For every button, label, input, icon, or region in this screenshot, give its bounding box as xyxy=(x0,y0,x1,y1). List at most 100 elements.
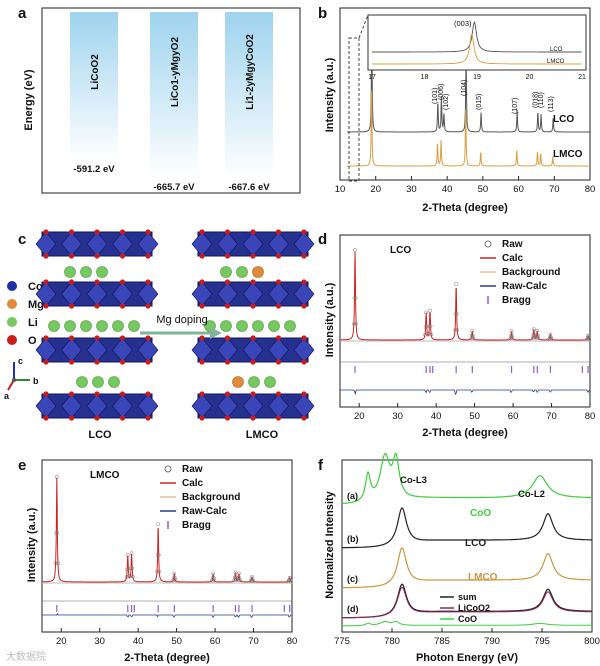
legend-label-li: Li xyxy=(28,317,38,329)
panelD-tick-label-0: 20 xyxy=(354,411,365,422)
panel-b-tick-label-1: 20 xyxy=(370,184,381,195)
li-atom-lmco xyxy=(237,267,248,278)
o-atom xyxy=(120,279,125,284)
panel-e-ylabel: Intensity (a.u.) xyxy=(26,507,38,582)
panelE-tick-label-6: 80 xyxy=(287,636,298,647)
o-atom xyxy=(199,229,204,234)
panel-f-sub-legend-label-1: LiCoO2 xyxy=(458,603,490,613)
o-atom xyxy=(94,279,99,284)
o-atom xyxy=(43,279,48,284)
panelE-tick-label-1: 30 xyxy=(94,636,105,647)
panel-b-peak-label-2: (102) xyxy=(443,94,450,110)
panel-b-xlabel: 2-Theta (degree) xyxy=(422,202,508,214)
li-atom-lmco xyxy=(237,321,248,332)
o-atom xyxy=(301,415,306,420)
panel-b-tick-label-7: 80 xyxy=(585,184,596,195)
o-atom xyxy=(276,229,281,234)
panel-b-series-label-lmco: LMCO xyxy=(553,149,583,160)
panel-d-ylabel: Intensity (a.u.) xyxy=(324,282,336,357)
panel-f-tag-3: (d) xyxy=(347,604,359,614)
panelE-tick-label-2: 40 xyxy=(133,636,144,647)
panel-b-tick-label-6: 70 xyxy=(549,184,560,195)
o-atom xyxy=(199,335,204,340)
panel-b-tick-label-5: 60 xyxy=(513,184,524,195)
panelE-tick-label-3: 50 xyxy=(171,636,182,647)
panel-f-tag-1: (b) xyxy=(347,534,359,544)
legend-label-o: O xyxy=(28,335,37,347)
co-layer-lmco-3 xyxy=(192,391,314,420)
panel-f-tag-0: (a) xyxy=(347,491,358,501)
panelD-tick-label-1: 30 xyxy=(392,411,403,422)
panel-b-inset-tick-1: 18 xyxy=(421,74,429,81)
figure: a b c d e f Energy (eV) LiCoO2-591.2 eVL… xyxy=(0,0,600,666)
panel-b-peak-label-4: (015) xyxy=(476,94,483,110)
o-atom xyxy=(199,253,204,258)
li-atom-lco xyxy=(93,377,104,388)
panel-e-xlabel: 2-Theta (degree) xyxy=(124,652,210,664)
o-atom xyxy=(301,303,306,308)
panel-b-ticks: 10 20 30 40 50 60 70 80 xyxy=(335,176,596,195)
o-atom xyxy=(250,359,255,364)
co-layer-lmco-1 xyxy=(192,279,314,308)
o-atom xyxy=(276,279,281,284)
o-atom xyxy=(43,303,48,308)
o-atom xyxy=(276,335,281,340)
panel-f-series-lmco xyxy=(342,548,592,588)
o-atom xyxy=(199,279,204,284)
mg-atom-lmco xyxy=(253,267,264,278)
co-layer-lco-3 xyxy=(36,391,158,420)
panelD-legend-label-0: Raw xyxy=(502,239,523,250)
panel-f-plot: 775 780 785 790 795 800(a)CoO(b) LCO(c) LMCO(d)… xyxy=(334,454,600,648)
o-atom xyxy=(120,391,125,396)
o-atom xyxy=(94,391,99,396)
panelD-raw-point xyxy=(353,248,356,251)
panel-f-tick-label-0: 775 xyxy=(334,636,350,647)
o-atom xyxy=(94,303,99,308)
o-atom xyxy=(145,303,150,308)
panel-d-xlabel: 2-Theta (degree) xyxy=(422,427,508,439)
o-atom xyxy=(120,359,125,364)
panelE-legend-label-3: Raw-Calc xyxy=(182,506,227,517)
o-atom xyxy=(250,303,255,308)
panel-d: Intensity (a.u.) 2-Theta (degree) LCO 20… xyxy=(324,235,595,439)
li-atom-lmco xyxy=(265,377,276,388)
panel-b-inset-tick-0: 17 xyxy=(368,74,376,81)
panelE-legend-label-2: Background xyxy=(182,492,240,503)
panel-b-tick-label-3: 40 xyxy=(442,184,453,195)
panel-b-peak-label-8: (113) xyxy=(548,96,555,112)
o-atom xyxy=(120,253,125,258)
o-atom xyxy=(94,335,99,340)
o-atom xyxy=(43,391,48,396)
o-atom xyxy=(301,229,306,234)
o-atom xyxy=(301,279,306,284)
o-atom xyxy=(94,229,99,234)
panel-label-b: b xyxy=(318,5,327,22)
o-atom xyxy=(250,335,255,340)
panelD-legend-label-1: Calc xyxy=(502,253,524,264)
co-layer-lco-2 xyxy=(36,335,158,364)
panelD-tick-label-6: 80 xyxy=(585,411,596,422)
panel-f: Normalized Intensity Photon Energy (eV) … xyxy=(324,454,600,665)
li-atom-lmco xyxy=(249,377,260,388)
li-atom-lco xyxy=(81,267,92,278)
panel-b-zoom-line xyxy=(359,15,368,38)
panel-b-inset-tick-4: 21 xyxy=(578,74,586,81)
panel-c-label-lco: LCO xyxy=(88,429,112,441)
axis-a-label: a xyxy=(4,391,10,401)
panelD-legend-label-4: Bragg xyxy=(502,295,531,306)
co-layer-lmco-2 xyxy=(192,335,314,364)
li-atom-lco xyxy=(65,267,76,278)
axis-origin xyxy=(12,378,16,382)
o-atom xyxy=(199,359,204,364)
panel-f-tick-label-4: 795 xyxy=(534,636,550,647)
panel-f-tick-label-2: 785 xyxy=(434,636,450,647)
panel-e: Intensity (a.u.) 2-Theta (degree) LMCO 2… xyxy=(26,460,297,664)
li-atom-lco xyxy=(77,377,88,388)
li-atom-lco xyxy=(97,267,108,278)
panel-e-frame xyxy=(42,460,292,632)
o-atom xyxy=(69,229,74,234)
legend-atom-o xyxy=(7,335,17,345)
o-atom xyxy=(43,415,48,420)
panel-f-series-label-0: CoO xyxy=(470,508,491,519)
panel-c-arrow-label: Mg doping xyxy=(156,314,207,326)
